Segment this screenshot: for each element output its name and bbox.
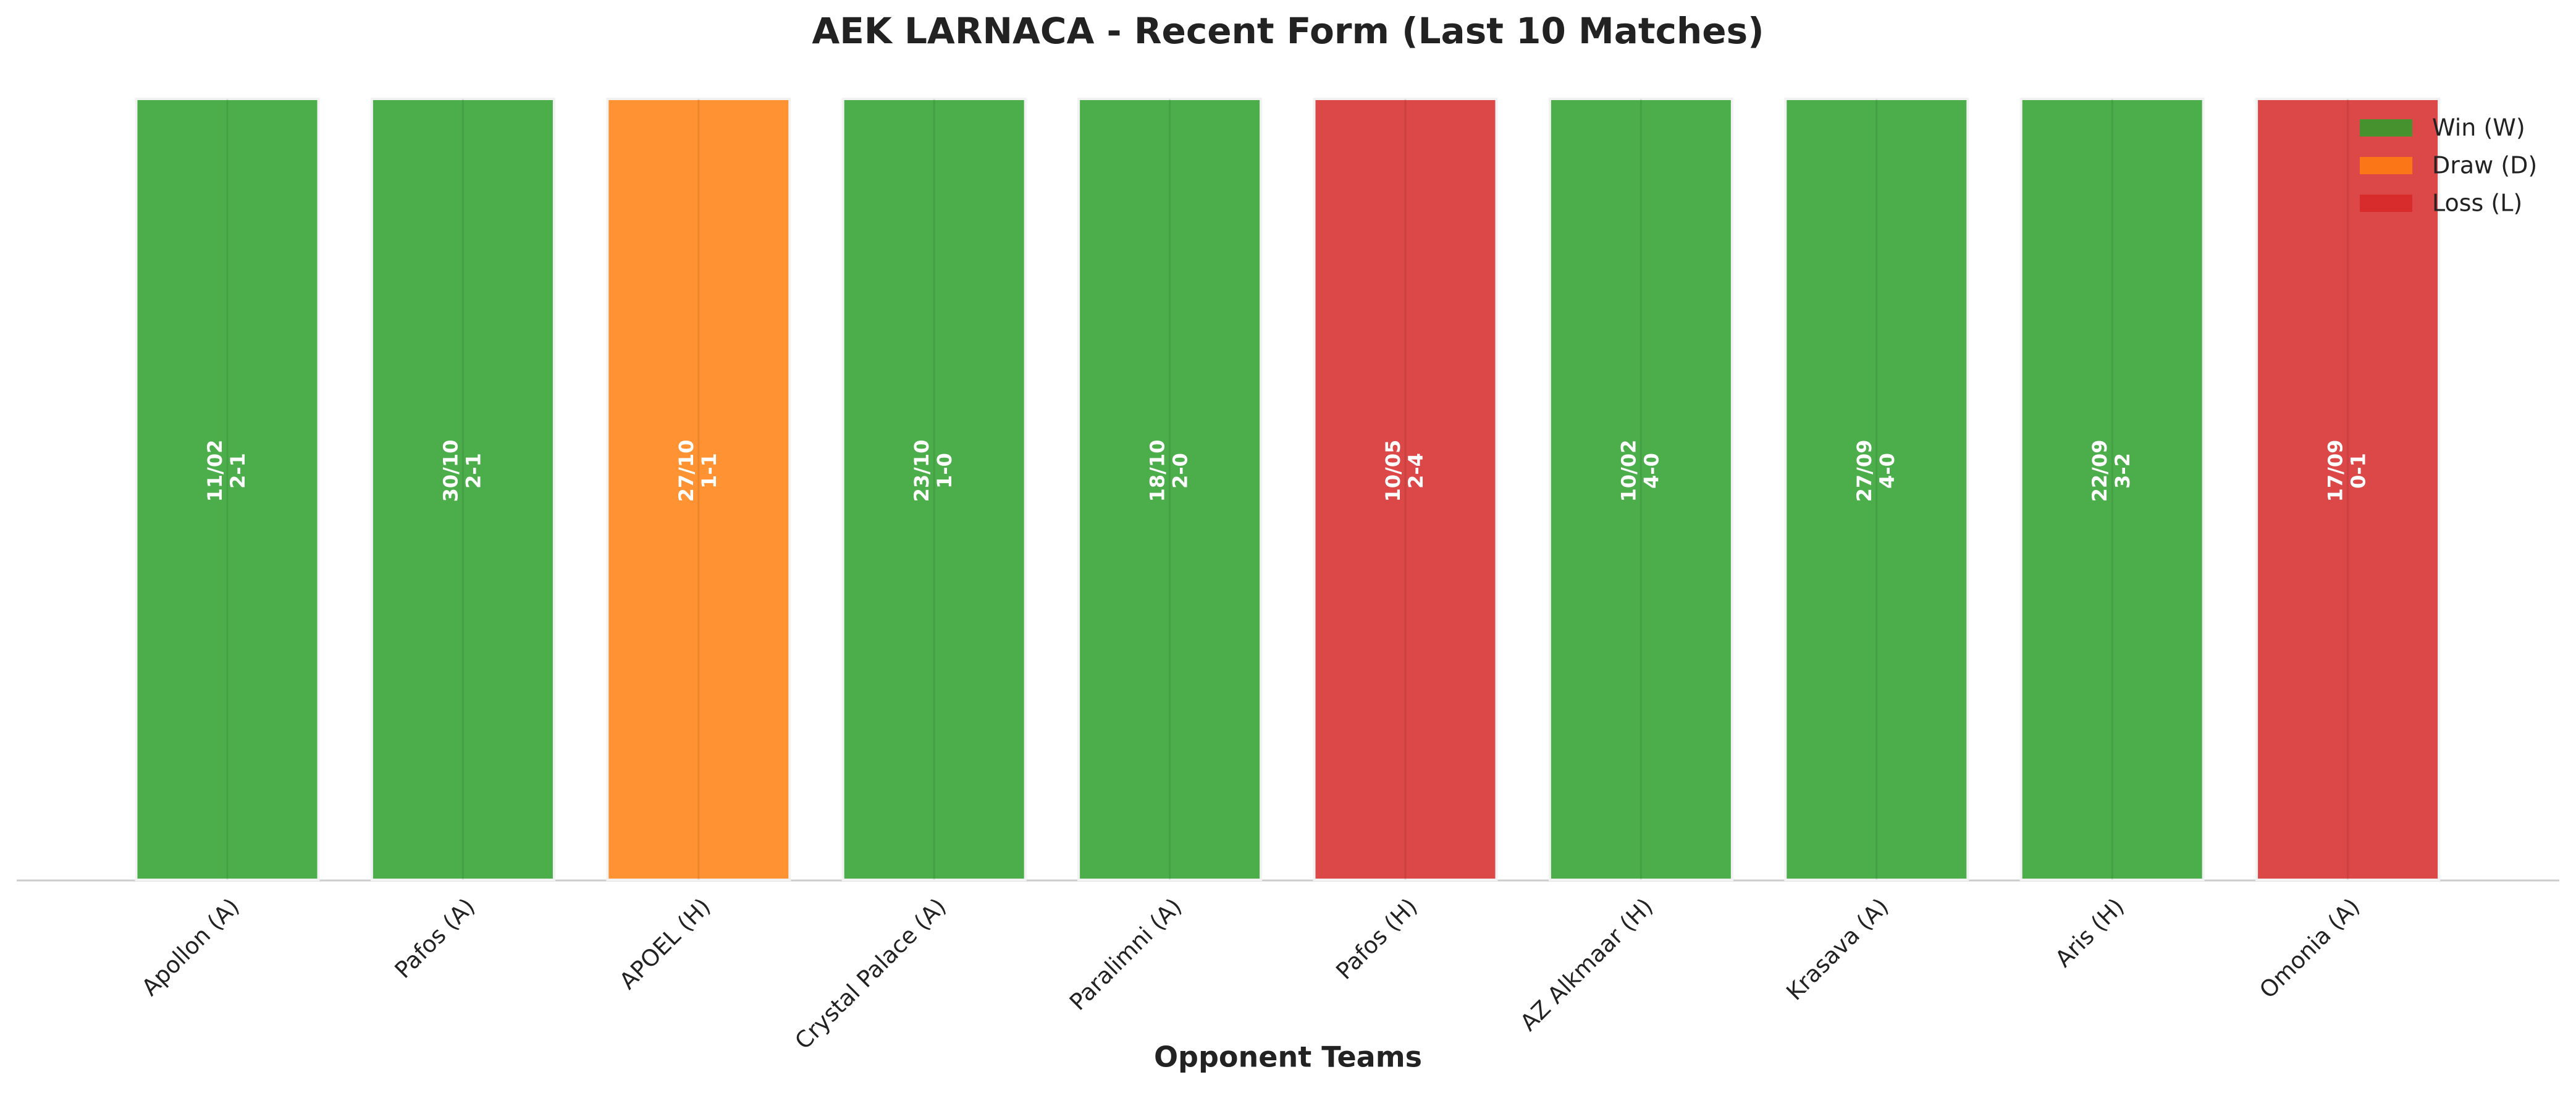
- bar: [606, 98, 791, 881]
- match-date: 27/09: [1853, 440, 1876, 502]
- match-date: 10/02: [1617, 440, 1640, 502]
- match-score: 2-1: [226, 453, 250, 489]
- legend-label: Loss (L): [2432, 190, 2522, 217]
- bar: [1313, 98, 1498, 881]
- legend-label: Win (W): [2432, 114, 2525, 141]
- bar: [1077, 98, 1263, 881]
- match-score: 0-1: [2347, 453, 2370, 489]
- match-score: 4-0: [1875, 453, 1899, 489]
- bar: [135, 98, 320, 881]
- match-score: 4-0: [1639, 453, 1663, 489]
- match-score: 1-0: [933, 453, 956, 489]
- match-date: 11/02: [203, 440, 227, 502]
- bar: [2019, 98, 2205, 881]
- match-date: 27/10: [675, 440, 698, 502]
- match-score: 2-0: [1169, 453, 1192, 489]
- x-axis-label: Opponent Teams: [1154, 1040, 1422, 1074]
- match-date: 30/10: [439, 440, 462, 502]
- chart-title: AEK LARNACA - Recent Form (Last 10 Match…: [812, 10, 1764, 52]
- match-score: 3-2: [2111, 453, 2134, 489]
- match-date: 18/10: [1146, 440, 1169, 502]
- legend-label: Draw (D): [2432, 152, 2537, 179]
- bar: [1548, 98, 1733, 881]
- match-date: 17/09: [2324, 440, 2347, 502]
- bar: [2255, 98, 2441, 881]
- match-date: 23/10: [910, 440, 933, 502]
- legend-swatch: [2360, 195, 2412, 212]
- match-date: 10/05: [1381, 440, 1405, 502]
- match-score: 1-1: [697, 453, 721, 489]
- bar: [370, 98, 555, 881]
- bar: [1784, 98, 1969, 881]
- match-date: 22/09: [2088, 440, 2111, 502]
- match-score: 2-4: [1404, 453, 1428, 489]
- bar: [841, 98, 1027, 881]
- legend-swatch: [2360, 157, 2412, 174]
- legend-swatch: [2360, 119, 2412, 137]
- match-score: 2-1: [461, 453, 485, 489]
